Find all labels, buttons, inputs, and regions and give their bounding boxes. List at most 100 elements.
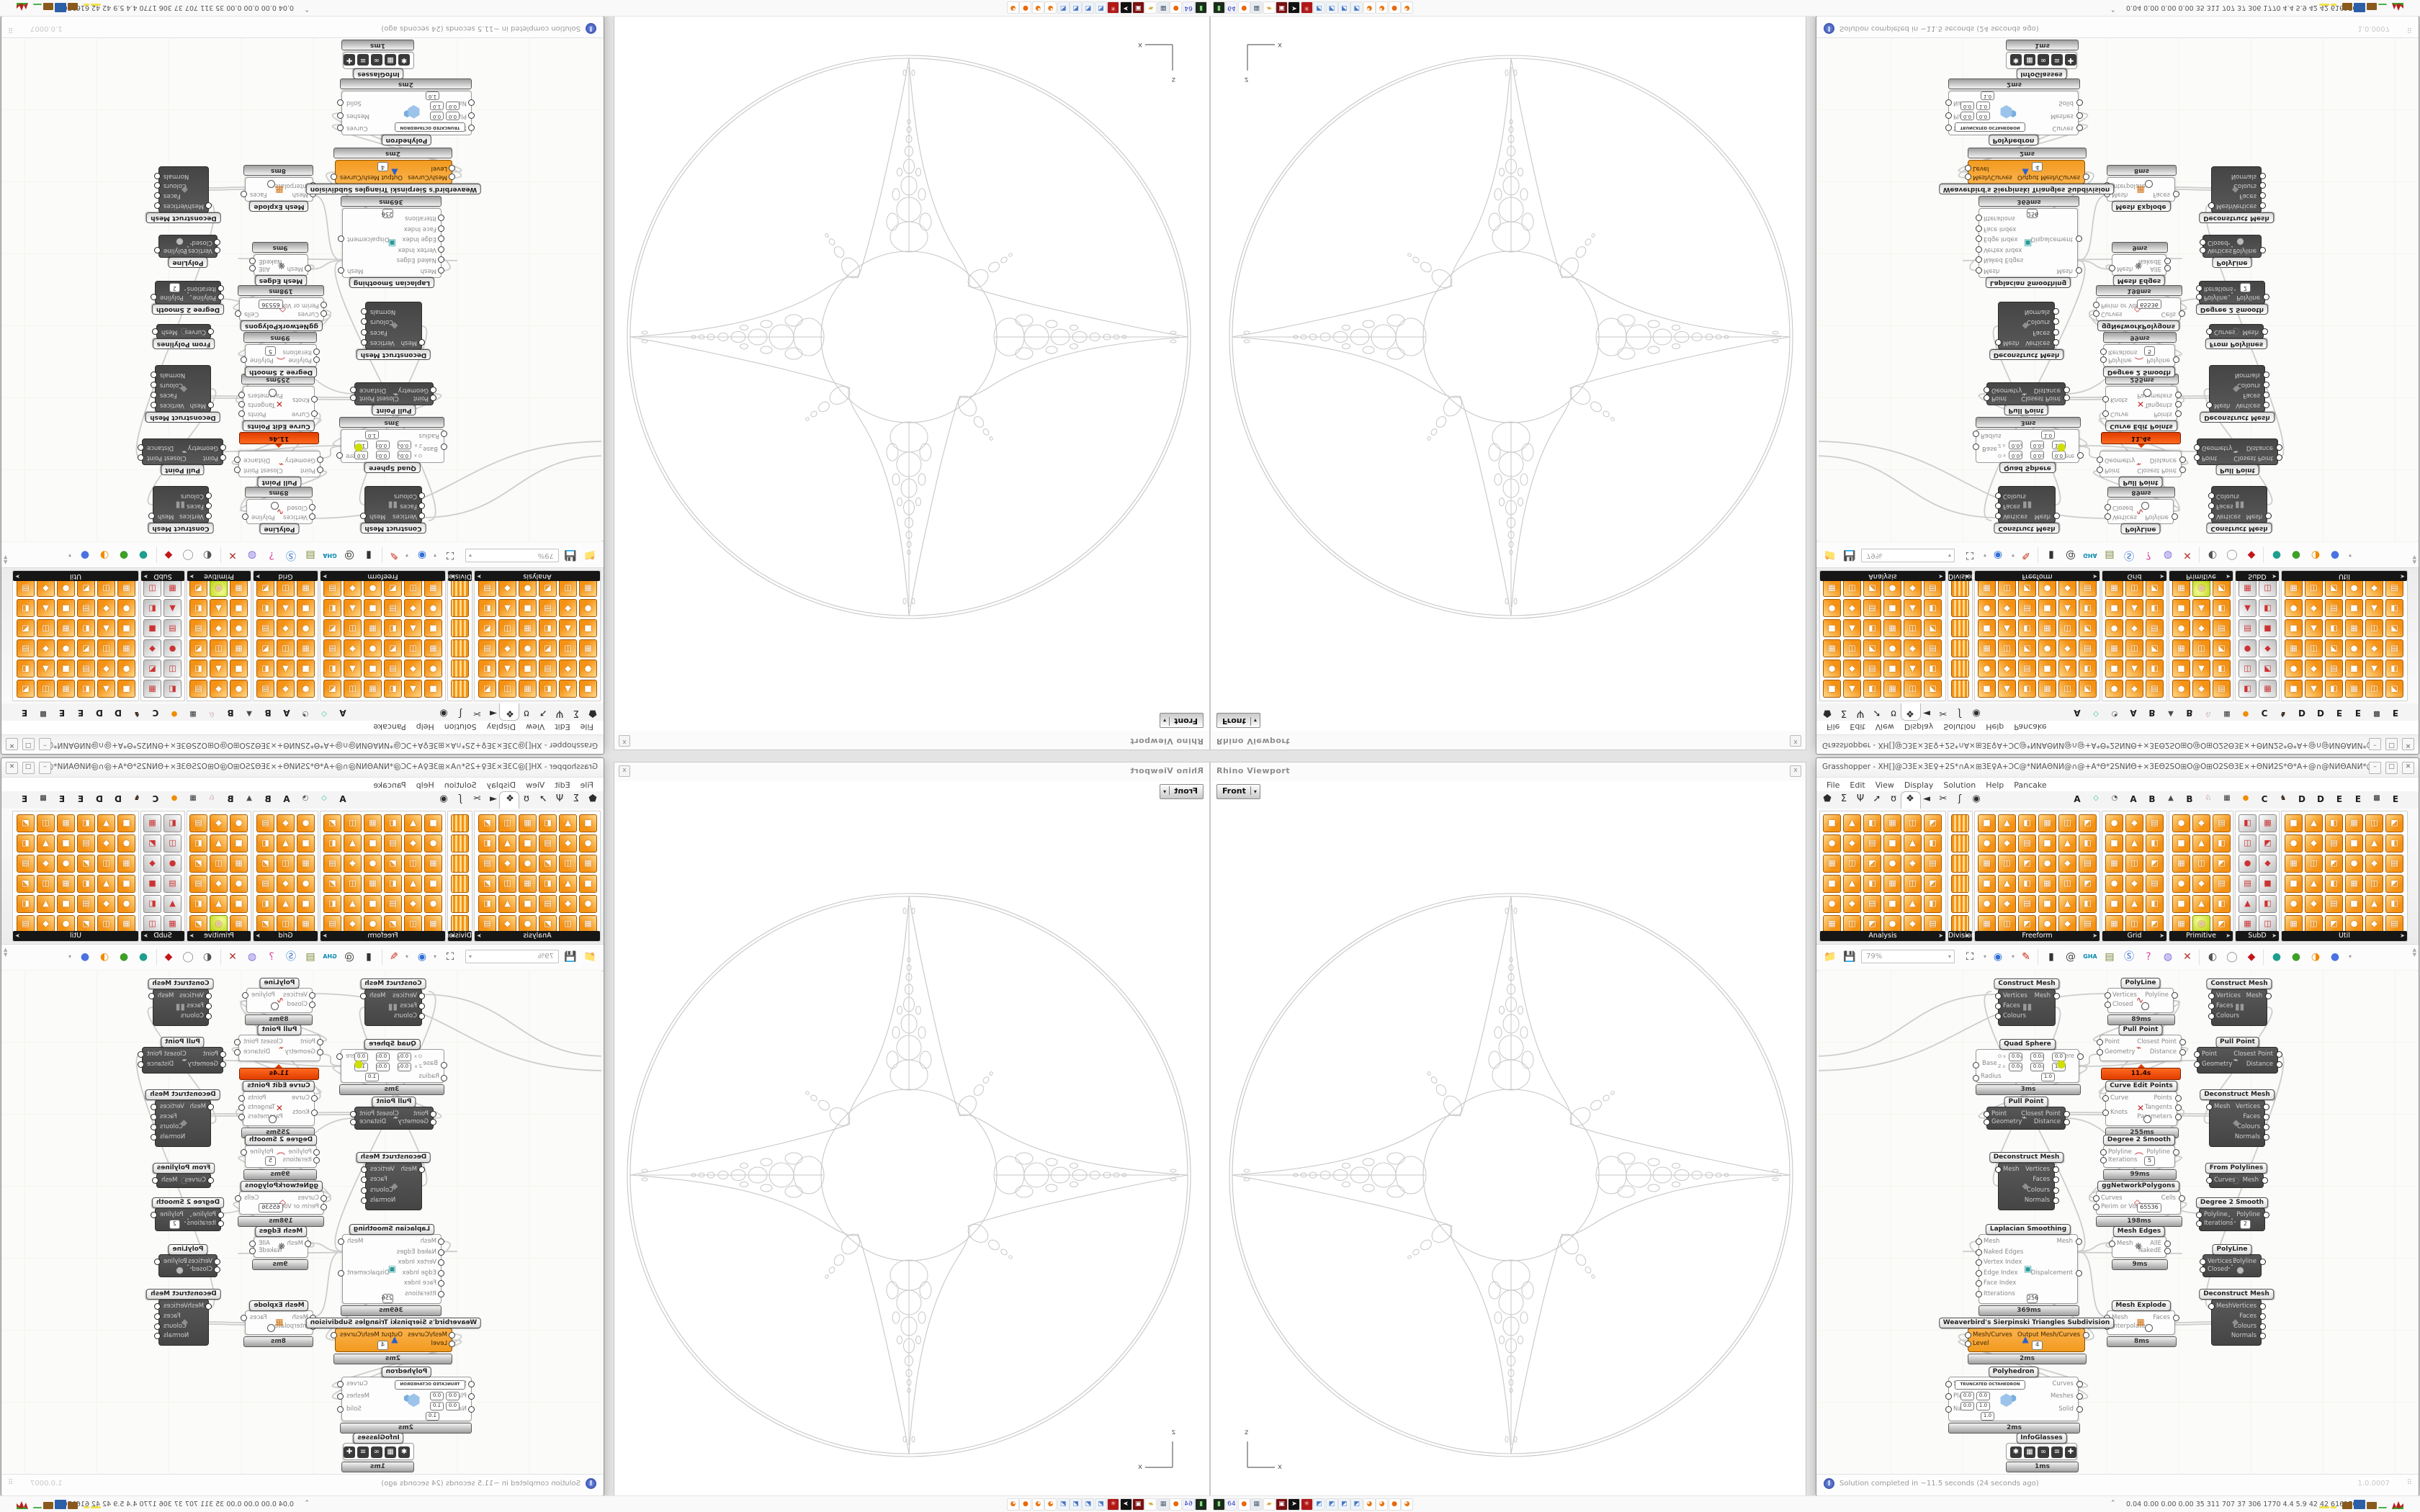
toolbar-balloon-blue[interactable]: ●: [2330, 951, 2340, 963]
menu-item-solution[interactable]: Solution: [1943, 780, 1976, 790]
toolbar-pink-package[interactable]: ?: [269, 549, 274, 561]
gh-node[interactable]: Mesh Vertices Faces Colours Normals ◆: [154, 1299, 212, 1346]
component-icon[interactable]: ▦: [2285, 855, 2303, 873]
component-icon[interactable]: [1951, 895, 1969, 913]
scale-value[interactable]: 1.0: [1981, 1412, 1994, 1421]
boolean-toggle[interactable]: [2143, 1115, 2151, 1123]
maximize-button[interactable]: □: [2385, 738, 2398, 750]
boolean-toggle[interactable]: [267, 180, 275, 188]
wire-port[interactable]: [2164, 258, 2171, 264]
taskbar-app-blender-1[interactable]: ◕: [1044, 1498, 1057, 1511]
toolbar-caret1[interactable]: ▾: [1983, 552, 1986, 559]
component-icon[interactable]: ▦: [364, 619, 382, 637]
toolbar-doc-edit[interactable]: ▤: [2105, 549, 2115, 561]
component-icon[interactable]: ▲: [2192, 660, 2210, 678]
gh-node[interactable]: Mesh AllE NakedE ❋: [2109, 254, 2171, 276]
value-box[interactable]: 5: [265, 1156, 276, 1166]
component-icon[interactable]: ◧: [2213, 834, 2231, 852]
component-icon[interactable]: ▦: [2259, 814, 2277, 832]
value-box[interactable]: 2: [169, 283, 180, 292]
menu-item-view[interactable]: View: [1875, 722, 1894, 732]
plugin-tab-17[interactable]: E: [21, 794, 28, 804]
component-icon[interactable]: ◆: [2365, 855, 2383, 873]
component-icon[interactable]: ◫: [344, 875, 362, 893]
menu-item-view[interactable]: View: [526, 780, 545, 790]
wire-port[interactable]: [317, 1048, 323, 1056]
wire-port[interactable]: [2063, 395, 2070, 401]
component-icon[interactable]: ▲: [2058, 895, 2076, 913]
tab-sets[interactable]: Ψ: [555, 793, 564, 804]
component-icon[interactable]: ▦: [579, 639, 597, 657]
component-icon[interactable]: ◫: [2192, 639, 2210, 657]
component-icon[interactable]: ◩: [189, 855, 207, 873]
tab-transform[interactable]: ʃ: [458, 708, 462, 719]
component-icon[interactable]: ▲: [2238, 895, 2257, 913]
wire-port[interactable]: [151, 392, 157, 398]
tab-vector[interactable]: ➚: [539, 708, 547, 719]
infoglasses-button[interactable]: ≡: [2051, 1446, 2063, 1458]
wire-port[interactable]: [313, 356, 320, 363]
toolbar-red-gem[interactable]: ◆: [2247, 951, 2256, 963]
wire-port[interactable]: [1976, 256, 1982, 264]
plugin-tab-15[interactable]: E: [58, 794, 66, 804]
wire-port[interactable]: [438, 1269, 444, 1277]
component-icon[interactable]: ■: [519, 834, 537, 852]
wire-port[interactable]: [1973, 1062, 1979, 1068]
wire-port[interactable]: [2196, 1212, 2202, 1218]
component-icon[interactable]: ◩: [2146, 855, 2164, 873]
component-icon[interactable]: [1951, 814, 1969, 832]
component-icon[interactable]: ◫: [344, 680, 362, 698]
panel-expand-icon[interactable]: ➤: [143, 573, 148, 580]
infoglasses-button[interactable]: ∞: [371, 1446, 382, 1458]
wire-port[interactable]: [331, 174, 337, 180]
component-icon[interactable]: ◆: [277, 875, 295, 893]
component-icon[interactable]: ◩: [478, 814, 496, 832]
wire-port[interactable]: [350, 1119, 357, 1125]
toolbar-sphere-dark[interactable]: ◐: [2208, 549, 2218, 561]
component-icon[interactable]: ◆: [2125, 814, 2143, 832]
component-icon[interactable]: ▤: [384, 895, 402, 913]
component-icon[interactable]: ▲: [2125, 895, 2143, 913]
wire-port[interactable]: [361, 318, 367, 325]
component-icon[interactable]: ◩: [77, 579, 95, 597]
tab-display[interactable]: ◉: [439, 793, 448, 804]
component-icon[interactable]: ▤: [2325, 660, 2343, 678]
component-icon[interactable]: ▲: [2192, 599, 2210, 617]
component-icon[interactable]: ◧: [384, 875, 402, 893]
wire-port[interactable]: [249, 1241, 256, 1247]
component-icon[interactable]: ◆: [2125, 680, 2143, 698]
component-icon[interactable]: ◧: [2325, 814, 2343, 832]
tab-vector[interactable]: ➚: [539, 793, 547, 804]
plugin-tab-14[interactable]: E: [77, 794, 84, 804]
component-icon[interactable]: ▦: [1823, 639, 1841, 657]
ribbon-panel-label[interactable]: Grid ➤: [254, 571, 318, 581]
panel-expand-icon[interactable]: ➤: [1938, 932, 1943, 939]
wire-port[interactable]: [2109, 265, 2115, 271]
wire-port[interactable]: [2196, 1220, 2202, 1227]
component-icon[interactable]: ▦: [297, 855, 315, 873]
component-icon[interactable]: ▤: [77, 834, 95, 852]
component-icon[interactable]: ■: [2172, 895, 2190, 913]
component-icon[interactable]: ◩: [256, 579, 274, 597]
component-icon[interactable]: ■: [143, 875, 161, 893]
component-icon[interactable]: ◩: [256, 639, 274, 657]
component-icon[interactable]: ■: [297, 660, 315, 678]
wire-port[interactable]: [2263, 382, 2269, 388]
component-icon[interactable]: ◩: [2325, 855, 2343, 873]
gh-node[interactable]: ✱ ▦ ∞ ≡ ✚: [2006, 1443, 2077, 1460]
taskbar-app-firefox[interactable]: ●: [1170, 1498, 1183, 1511]
boolean-toggle[interactable]: [176, 238, 184, 246]
component-icon[interactable]: ◫: [163, 834, 182, 852]
component-icon[interactable]: ▤: [1924, 855, 1942, 873]
plugin-tab-10[interactable]: C: [2261, 708, 2268, 718]
toolbar-scroll-arrows[interactable]: ▲ ▼: [2412, 554, 2416, 565]
wire-port[interactable]: [313, 1157, 320, 1164]
wire-port[interactable]: [449, 1341, 455, 1347]
taskbar-app-calculator[interactable]: ▦: [1250, 1498, 1263, 1511]
tab-surface[interactable]: ❖: [1906, 708, 1914, 719]
component-icon[interactable]: ◧: [2325, 875, 2343, 893]
taskbar-app-blender-3[interactable]: ◕: [1401, 1498, 1413, 1511]
menu-item-help[interactable]: Help: [416, 722, 434, 732]
wire-port[interactable]: [361, 1197, 367, 1204]
gh-node[interactable]: Vertices Closed Polyline ⋰: [154, 235, 220, 258]
